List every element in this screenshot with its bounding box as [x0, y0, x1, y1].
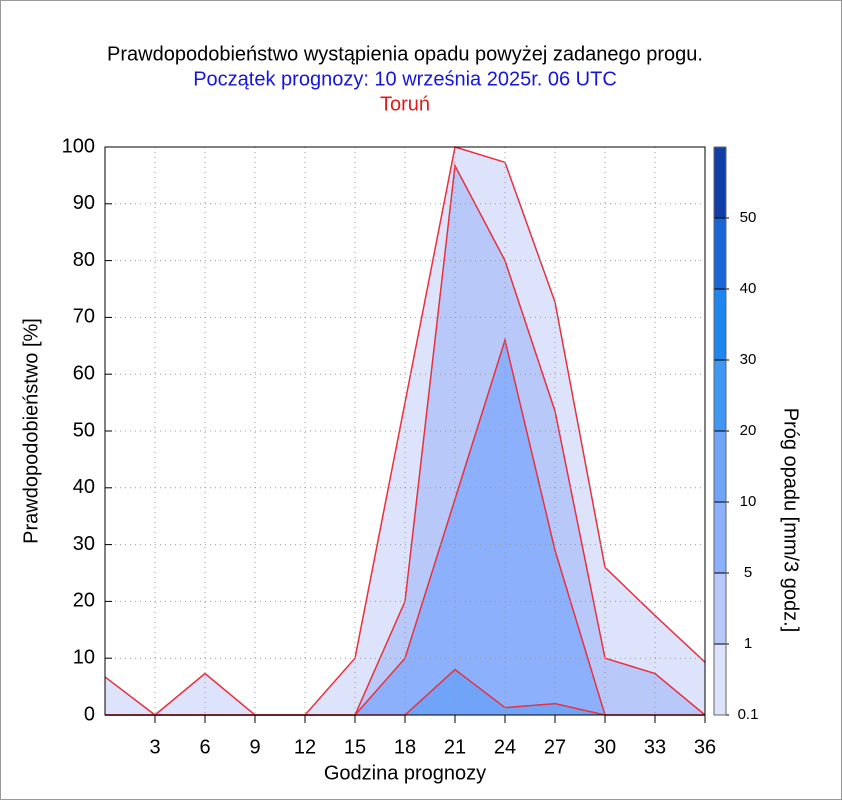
x-tick-label: 33 [644, 736, 666, 758]
x-tick-label: 30 [594, 736, 616, 758]
x-tick-label: 21 [444, 736, 466, 758]
colorbar-label: Próg opadu [mm/3 godz.] [780, 408, 802, 633]
colorbar-segment [714, 289, 726, 360]
x-tick-label: 24 [494, 736, 516, 758]
x-axis-label: Godzina prognozy [324, 762, 486, 784]
colorbar-tick-label: 40 [740, 280, 757, 297]
y-tick-label: 100 [62, 135, 95, 157]
area [105, 340, 705, 715]
y-tick-label: 90 [73, 192, 95, 214]
y-tick-label: 70 [73, 306, 95, 328]
colorbar-segment [714, 644, 726, 715]
x-tick-label: 27 [544, 736, 566, 758]
y-tick-label: 60 [73, 362, 95, 384]
x-tick-label: 6 [199, 736, 210, 758]
chart-subtitle: Początek prognozy: 10 września 2025r. 06… [193, 68, 617, 90]
colorbar-tick-label: 10 [740, 493, 757, 510]
colorbar-tick-label: 1 [744, 635, 752, 652]
y-tick-label: 10 [73, 646, 95, 668]
colorbar-tick-label: 50 [740, 209, 757, 226]
chart-title: Prawdopodobieństwo wystąpienia opadu pow… [107, 43, 703, 65]
colorbar-tick-label: 30 [740, 351, 757, 368]
y-tick-label: 0 [84, 703, 95, 725]
colorbar-segment [714, 431, 726, 502]
location: Toruń [380, 93, 430, 115]
colorbar-segment [714, 573, 726, 644]
colorbar-segment [714, 502, 726, 573]
y-tick-label: 40 [73, 476, 95, 498]
colorbar-border [713, 146, 727, 716]
colorbar-tick-label: 0.1 [738, 706, 759, 723]
x-tick-label: 15 [344, 736, 366, 758]
colorbar-segment [714, 147, 726, 218]
colorbar-tick-label: 5 [744, 564, 752, 581]
y-tick-label: 30 [73, 533, 95, 555]
x-tick-label: 12 [294, 736, 316, 758]
x-tick-label: 36 [694, 736, 716, 758]
colorbar-segment [714, 360, 726, 431]
x-tick-label: 9 [249, 736, 260, 758]
plot-border [104, 146, 706, 716]
y-axis-label: Prawdopodobieństwo [%] [20, 318, 42, 544]
colorbar-tick-label: 20 [740, 422, 757, 439]
y-tick-label: 20 [73, 590, 95, 612]
y-tick-label: 80 [73, 249, 95, 271]
y-tick-label: 50 [73, 419, 95, 441]
colorbar-segment [714, 218, 726, 289]
x-tick-label: 3 [149, 736, 160, 758]
x-tick-label: 18 [394, 736, 416, 758]
